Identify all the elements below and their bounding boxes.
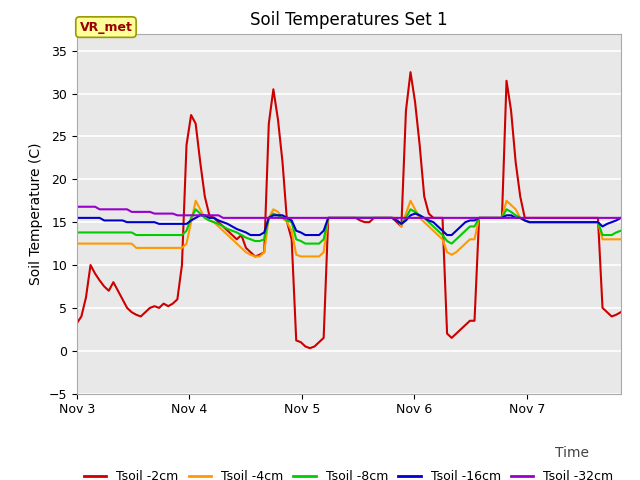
Y-axis label: Soil Temperature (C): Soil Temperature (C) — [29, 143, 43, 285]
Text: Time: Time — [555, 446, 589, 460]
Text: VR_met: VR_met — [79, 21, 132, 34]
Legend: Tsoil -2cm, Tsoil -4cm, Tsoil -8cm, Tsoil -16cm, Tsoil -32cm: Tsoil -2cm, Tsoil -4cm, Tsoil -8cm, Tsoi… — [79, 465, 619, 480]
Title: Soil Temperatures Set 1: Soil Temperatures Set 1 — [250, 11, 447, 29]
